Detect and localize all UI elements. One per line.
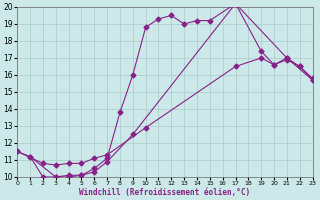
X-axis label: Windchill (Refroidissement éolien,°C): Windchill (Refroidissement éolien,°C): [79, 188, 251, 197]
